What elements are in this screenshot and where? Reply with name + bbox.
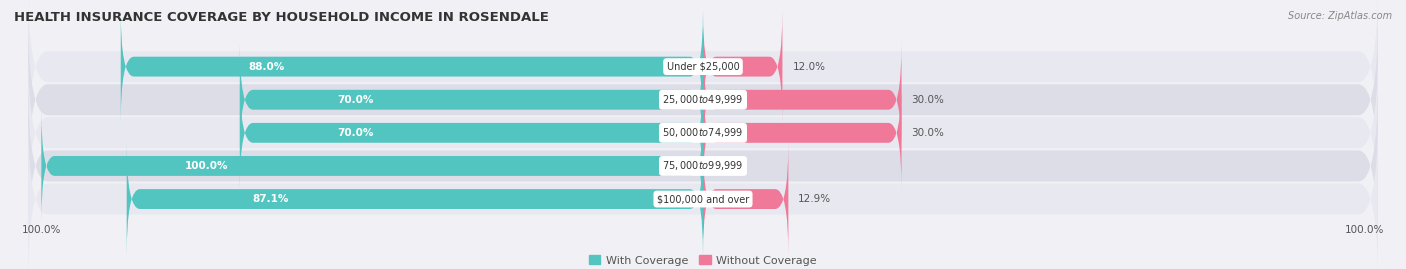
Text: HEALTH INSURANCE COVERAGE BY HOUSEHOLD INCOME IN ROSENDALE: HEALTH INSURANCE COVERAGE BY HOUSEHOLD I…	[14, 11, 548, 24]
Text: 12.0%: 12.0%	[793, 62, 825, 72]
Legend: With Coverage, Without Coverage: With Coverage, Without Coverage	[585, 251, 821, 269]
Text: 0.0%: 0.0%	[713, 161, 740, 171]
Text: $25,000 to $49,999: $25,000 to $49,999	[662, 93, 744, 106]
FancyBboxPatch shape	[127, 143, 703, 255]
FancyBboxPatch shape	[703, 143, 789, 255]
FancyBboxPatch shape	[240, 44, 703, 156]
FancyBboxPatch shape	[28, 16, 1378, 183]
Text: Under $25,000: Under $25,000	[666, 62, 740, 72]
FancyBboxPatch shape	[28, 115, 1378, 269]
FancyBboxPatch shape	[28, 49, 1378, 217]
FancyBboxPatch shape	[703, 77, 901, 189]
Text: 12.9%: 12.9%	[799, 194, 831, 204]
FancyBboxPatch shape	[703, 10, 782, 123]
FancyBboxPatch shape	[703, 44, 901, 156]
Text: 87.1%: 87.1%	[253, 194, 290, 204]
FancyBboxPatch shape	[28, 0, 1378, 150]
Text: 70.0%: 70.0%	[337, 128, 374, 138]
FancyBboxPatch shape	[28, 82, 1378, 250]
Text: 70.0%: 70.0%	[337, 95, 374, 105]
Text: 88.0%: 88.0%	[249, 62, 284, 72]
FancyBboxPatch shape	[41, 110, 703, 222]
Text: $100,000 and over: $100,000 and over	[657, 194, 749, 204]
Text: 30.0%: 30.0%	[911, 128, 945, 138]
Text: 100.0%: 100.0%	[186, 161, 229, 171]
FancyBboxPatch shape	[121, 10, 703, 123]
Text: $50,000 to $74,999: $50,000 to $74,999	[662, 126, 744, 139]
Text: $75,000 to $99,999: $75,000 to $99,999	[662, 160, 744, 172]
Text: Source: ZipAtlas.com: Source: ZipAtlas.com	[1288, 11, 1392, 21]
Text: 30.0%: 30.0%	[911, 95, 945, 105]
FancyBboxPatch shape	[240, 77, 703, 189]
